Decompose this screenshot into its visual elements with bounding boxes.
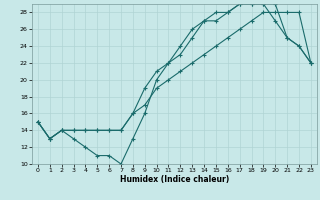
X-axis label: Humidex (Indice chaleur): Humidex (Indice chaleur) [120, 175, 229, 184]
